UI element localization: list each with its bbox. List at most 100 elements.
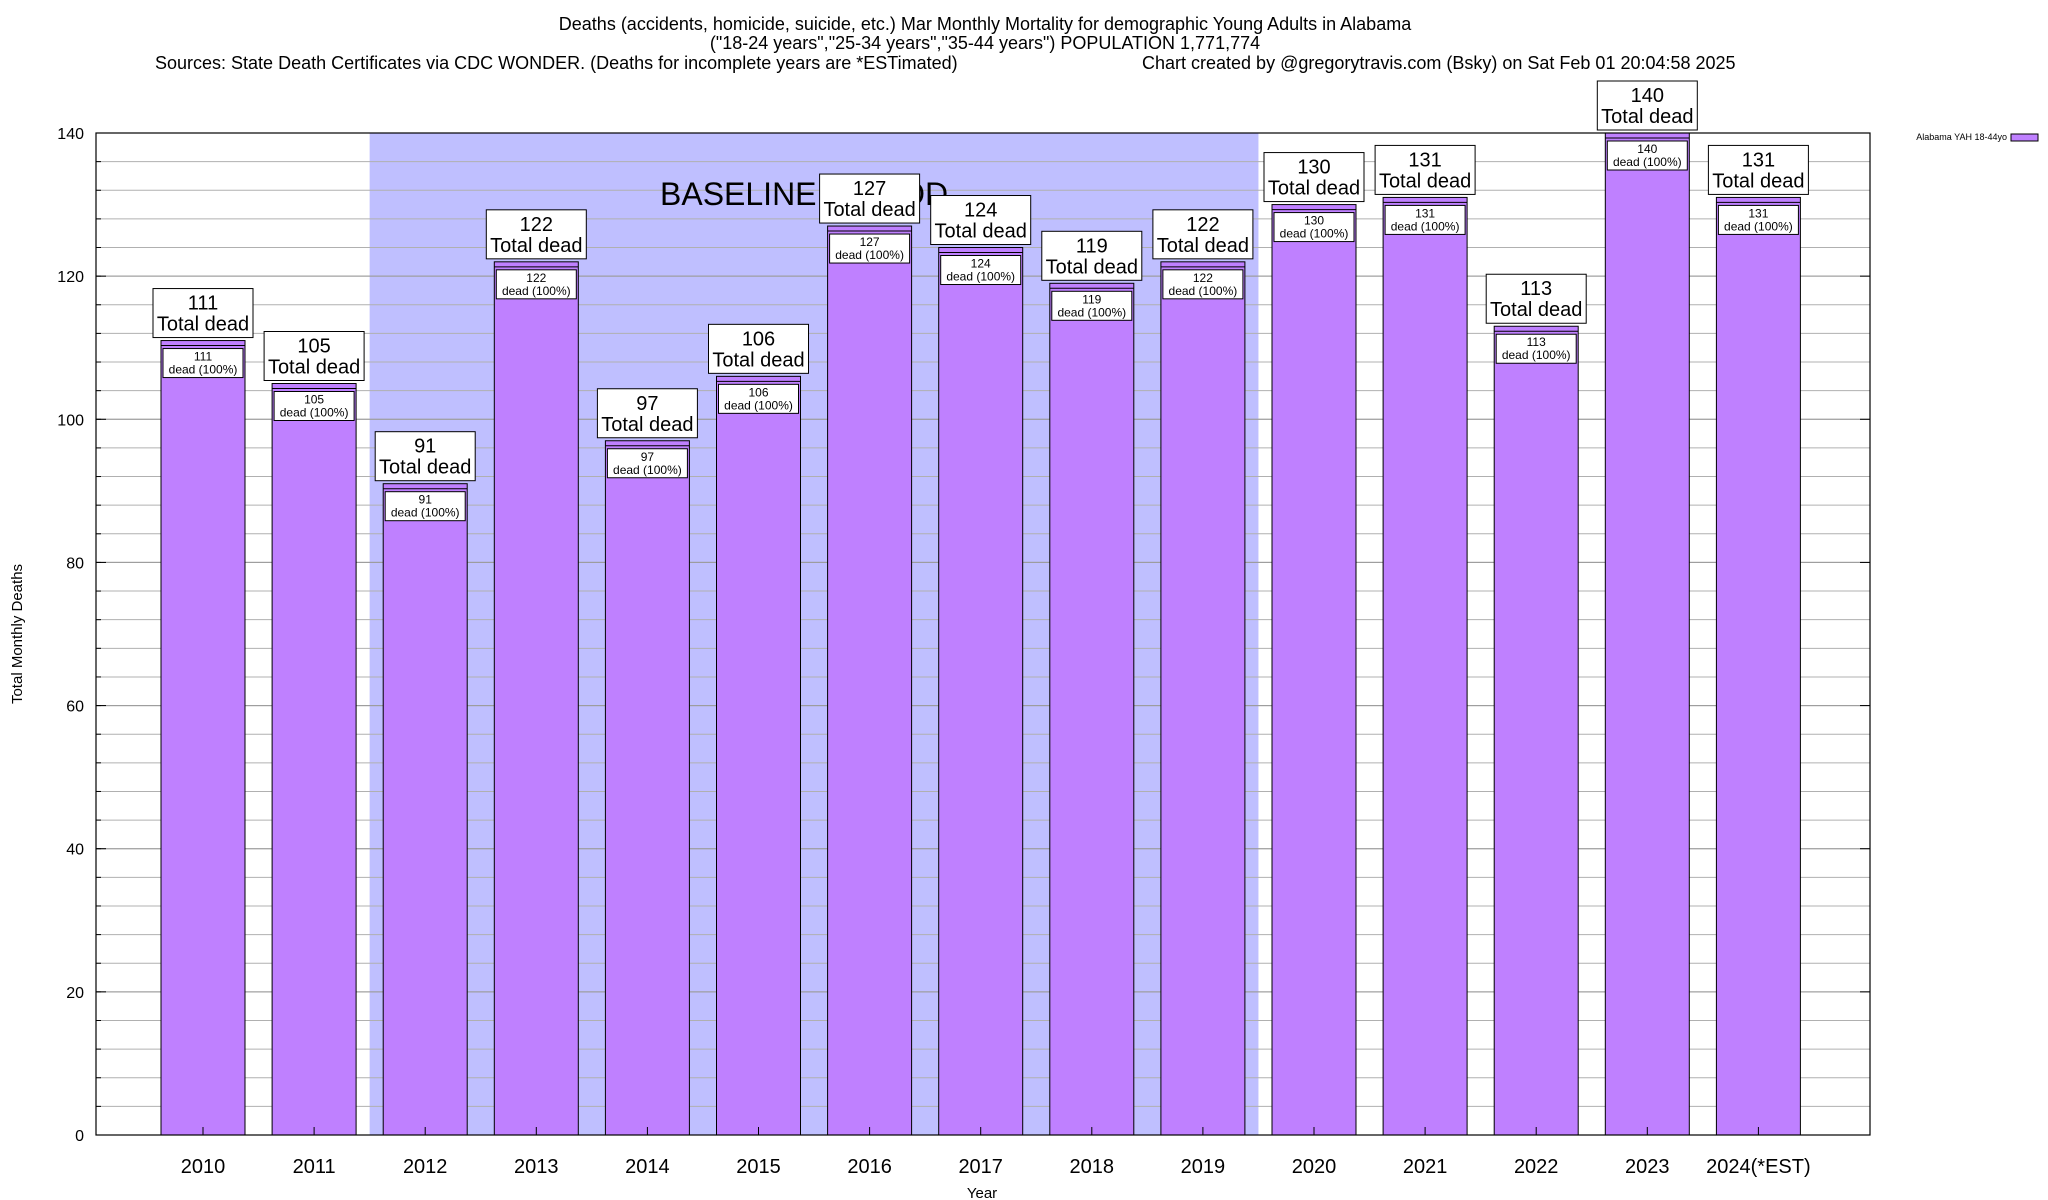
x-tick-label: 2018 — [1070, 1156, 1115, 1178]
bar — [382, 483, 468, 1136]
inner-label-text: dead (100%) — [1057, 305, 1126, 319]
legend-swatch — [2010, 133, 2039, 142]
inner-label-value: 97 — [641, 450, 655, 464]
total-label-value: 131 — [1408, 149, 1441, 171]
x-tick-label: 2014 — [625, 1156, 670, 1178]
inner-label-box — [1495, 333, 1577, 364]
inner-label-box — [1051, 290, 1133, 321]
inner-label-box — [718, 383, 799, 414]
total-label-value: 127 — [853, 178, 886, 200]
total-label-text: Total dead — [1490, 299, 1582, 321]
total-label-box — [1707, 144, 1809, 195]
y-tick-label: 60 — [66, 699, 84, 716]
total-label-text: Total dead — [1379, 170, 1471, 192]
inner-label-text: dead (100%) — [1613, 155, 1682, 169]
x-tick-label: 2024(*EST) — [1706, 1156, 1811, 1178]
total-label-box — [263, 331, 365, 381]
y-tick-label: 80 — [66, 555, 84, 572]
y-tick-label: 140 — [57, 126, 84, 143]
total-label-box — [485, 209, 587, 260]
chart-sources: Sources: State Death Certificates via CD… — [155, 53, 958, 73]
bar — [1715, 196, 1801, 1136]
chart-title: Deaths (accidents, homicide, suicide, et… — [558, 14, 1412, 34]
inner-label-box — [1162, 269, 1244, 300]
bar — [1049, 282, 1135, 1136]
x-tick-label: 2011 — [293, 1156, 336, 1178]
bar — [271, 383, 357, 1136]
x-axis-label: Year — [967, 1185, 997, 1200]
total-label-box — [1485, 273, 1587, 324]
total-label-value: 119 — [1076, 235, 1108, 257]
x-tick-label: 2010 — [181, 1156, 226, 1178]
chart-subtitle: ("18-24 years","25-34 years","35-44 year… — [709, 33, 1261, 53]
y-tick-label: 120 — [57, 269, 84, 286]
bar — [1604, 132, 1690, 1136]
inner-label-value: 113 — [1527, 335, 1546, 349]
total-label-text: Total dead — [1601, 106, 1693, 128]
total-label-box — [1596, 80, 1698, 131]
inner-label-box — [606, 448, 688, 479]
x-tick-label: 2023 — [1625, 1156, 1670, 1178]
bar — [938, 247, 1024, 1136]
inner-label-value: 127 — [860, 235, 880, 249]
inner-label-text: dead (100%) — [1169, 284, 1238, 298]
total-label-text: Total dead — [823, 199, 915, 221]
total-label-text: Total dead — [379, 457, 471, 479]
total-label-text: Total dead — [601, 414, 693, 436]
bar — [1271, 204, 1357, 1136]
total-label-text: Total dead — [1712, 170, 1804, 192]
x-tick-label: 2019 — [1181, 1156, 1226, 1178]
inner-label-box — [1606, 140, 1688, 171]
x-tick-label: 2020 — [1292, 1156, 1337, 1178]
x-tick-label: 2022 — [1514, 1156, 1559, 1178]
total-label-box — [1374, 144, 1476, 195]
inner-label-text: dead (100%) — [502, 284, 571, 298]
x-tick-label: 2021 — [1403, 1156, 1448, 1178]
total-label-text: Total dead — [490, 235, 582, 257]
inner-label-text: dead (100%) — [724, 398, 793, 412]
total-label-box — [596, 388, 698, 439]
inner-label-box — [940, 255, 1022, 286]
total-label-value: 130 — [1297, 157, 1330, 179]
inner-label-text: dead (100%) — [1724, 219, 1793, 233]
inner-label-text: dead (100%) — [1502, 348, 1571, 362]
inner-label-value: 111 — [194, 350, 213, 364]
total-label-value: 131 — [1742, 149, 1775, 171]
total-label-box — [708, 323, 809, 374]
inner-label-value: 130 — [1304, 214, 1324, 228]
bar — [1160, 261, 1246, 1136]
total-label-box — [1263, 152, 1365, 203]
total-label-value: 91 — [414, 436, 436, 458]
bar — [827, 225, 913, 1136]
bar — [493, 261, 579, 1136]
y-tick-label: 100 — [57, 412, 84, 429]
inner-label-box — [1273, 212, 1355, 243]
total-label-value: 106 — [742, 328, 775, 350]
x-tick-label: 2016 — [847, 1156, 892, 1178]
inner-label-text: dead (100%) — [169, 363, 238, 377]
inner-label-text: dead (100%) — [946, 270, 1015, 284]
total-label-text: Total dead — [1046, 256, 1138, 278]
total-label-value: 97 — [636, 393, 658, 415]
inner-label-value: 91 — [419, 493, 433, 507]
inner-label-box — [1384, 204, 1466, 235]
total-label-value: 124 — [964, 200, 997, 222]
inner-label-value: 131 — [1748, 206, 1768, 220]
inner-label-box — [829, 233, 911, 264]
inner-label-value: 122 — [1193, 271, 1213, 285]
total-label-text: Total dead — [268, 357, 360, 379]
total-label-box — [930, 195, 1032, 246]
chart-credit: Chart created by @gregorytravis.com (Bsk… — [1142, 53, 1736, 73]
x-tick-label: 2015 — [736, 1156, 781, 1178]
total-label-box — [152, 288, 254, 339]
inner-label-text: dead (100%) — [835, 248, 904, 262]
inner-label-value: 106 — [748, 385, 768, 399]
inner-label-text: dead (100%) — [280, 406, 349, 420]
total-label-value: 140 — [1631, 85, 1664, 107]
inner-label-value: 124 — [971, 257, 991, 271]
x-tick-label: 2017 — [958, 1156, 1003, 1178]
plot-frame — [95, 132, 1871, 1136]
inner-label-text: dead (100%) — [1391, 219, 1460, 233]
y-tick-label: 0 — [75, 1128, 84, 1145]
bar — [604, 440, 690, 1136]
